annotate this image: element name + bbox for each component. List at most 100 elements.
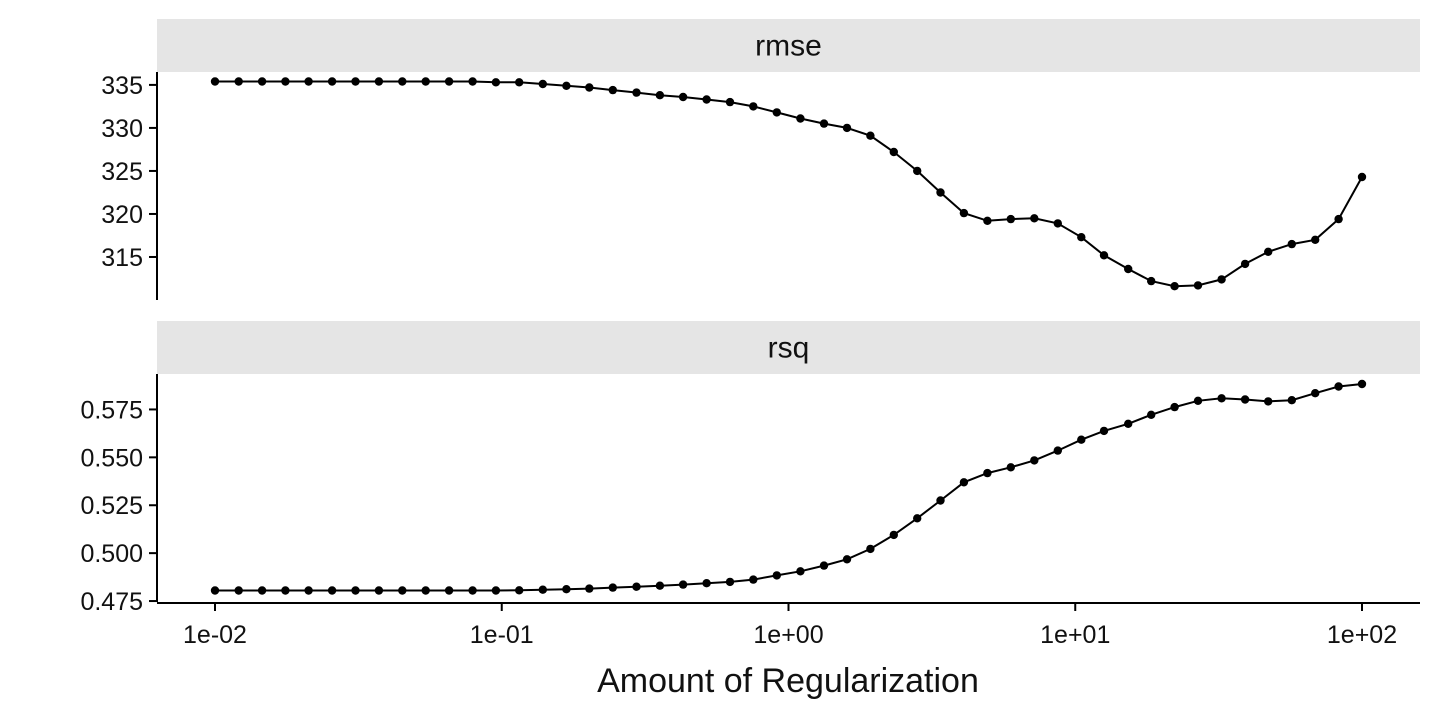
data-point (702, 95, 711, 104)
data-point (562, 81, 571, 91)
data-point (234, 586, 243, 595)
data-point (1193, 281, 1203, 290)
data-point (538, 79, 547, 89)
x-tick-label: 1e+02 (1327, 621, 1397, 649)
data-point (1124, 264, 1133, 274)
data-point (281, 77, 290, 86)
data-point (1147, 410, 1156, 419)
y-tick-label: 0.525 (80, 492, 143, 520)
data-point (585, 584, 594, 593)
data-point (796, 114, 805, 123)
data-point (796, 567, 805, 576)
series-line (215, 80, 1363, 288)
data-point (1124, 419, 1133, 428)
data-point (1077, 233, 1086, 242)
data-point (678, 580, 688, 589)
x-axis: 1e-02 1e-01 1e+00 1e+01 1e+02 (157, 602, 1420, 649)
data-point (257, 586, 267, 595)
data-point (1240, 395, 1250, 404)
data-point (772, 571, 781, 580)
data-point (866, 544, 875, 554)
data-point (304, 77, 313, 86)
data-point (959, 478, 969, 487)
data-point (819, 119, 829, 128)
data-point (585, 83, 594, 92)
panel-rmse: rmse 315 320 325 330 335 (101, 19, 1420, 300)
data-point (1193, 396, 1203, 405)
data-point (608, 583, 617, 592)
data-point (1099, 426, 1109, 436)
data-point (725, 577, 735, 587)
strip-label: rsq (768, 332, 810, 365)
data-point (1099, 251, 1109, 260)
data-point (959, 208, 969, 218)
data-point (632, 88, 641, 97)
x-axis-title: Amount of Regularization (597, 662, 979, 700)
series-line (215, 383, 1363, 592)
data-point (444, 586, 454, 595)
data-point (1147, 276, 1156, 286)
strip-background (157, 321, 1420, 374)
y-tick-label: 335 (101, 72, 143, 100)
y-tick-label: 330 (101, 115, 143, 143)
data-point (1287, 239, 1297, 249)
data-point (1217, 394, 1226, 403)
data-point (281, 586, 290, 595)
data-point (725, 97, 735, 107)
data-point (842, 555, 852, 564)
x-tick-label: 1e+00 (753, 621, 823, 649)
y-tick-label: 0.550 (80, 444, 143, 472)
data-point (304, 586, 313, 595)
data-point (421, 586, 430, 595)
data-point (1357, 379, 1367, 389)
y-tick-label: 0.500 (80, 540, 143, 568)
strip-background (157, 19, 1420, 72)
data-point (936, 188, 945, 197)
data-point (1170, 402, 1179, 412)
data-point (234, 77, 243, 86)
data-point (468, 586, 477, 595)
data-point (515, 586, 524, 595)
x-tick-label: 1e-02 (183, 621, 247, 649)
data-point (444, 77, 454, 86)
data-point (983, 216, 992, 225)
data-point (1264, 247, 1273, 256)
data-point (327, 77, 337, 86)
data-point (327, 586, 337, 595)
y-tick-label: 325 (101, 158, 143, 186)
data-point (983, 468, 992, 478)
data-point (655, 91, 665, 100)
data-point (562, 585, 571, 594)
data-point (1287, 396, 1297, 405)
data-point (889, 147, 898, 157)
data-point (655, 581, 665, 590)
data-point (351, 586, 360, 595)
data-point (1077, 435, 1086, 444)
data-point (351, 77, 360, 86)
data-point (632, 582, 641, 591)
data-point (702, 579, 711, 588)
data-point (398, 77, 407, 86)
data-point (1006, 214, 1015, 224)
data-point (491, 78, 501, 87)
data-point (421, 77, 430, 86)
data-point (1311, 235, 1320, 244)
facet-panels: rmse 315 320 325 330 335 rsq 0.475 0.500 0.525 0.5… (80, 19, 1420, 616)
data-point (772, 108, 781, 117)
data-point (210, 586, 220, 595)
data-point (515, 78, 524, 87)
data-point (866, 131, 875, 140)
y-tick-label: 0.475 (80, 588, 143, 616)
data-point (913, 514, 922, 523)
data-point (374, 586, 384, 595)
data-point (889, 530, 898, 540)
data-point (374, 77, 384, 86)
y-tick-label: 315 (101, 244, 143, 272)
data-point (398, 586, 407, 595)
data-point (1053, 446, 1063, 455)
panel-rsq: rsq 0.475 0.500 0.525 0.550 0.575 (80, 321, 1420, 616)
data-point (1334, 382, 1343, 391)
data-point (1217, 275, 1226, 284)
y-tick-label: 320 (101, 201, 143, 229)
